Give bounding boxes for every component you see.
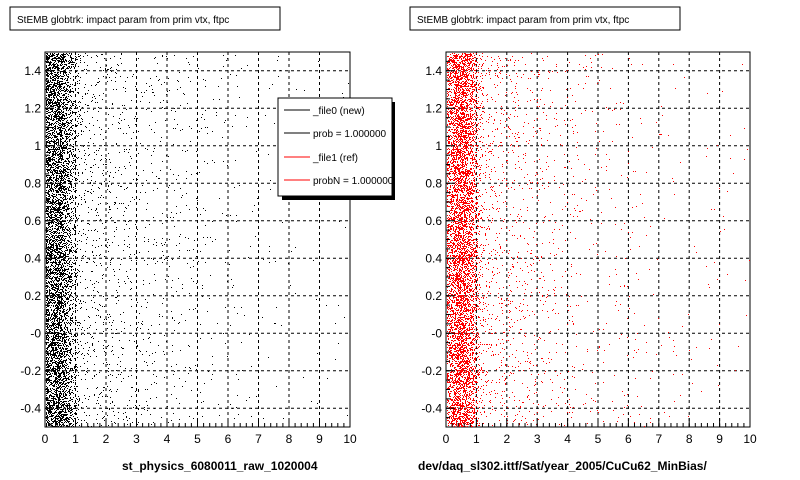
y-tick-label: 1.4 — [425, 64, 442, 78]
y-tick-label: 1 — [34, 139, 41, 153]
x-tick-label: 4 — [164, 432, 171, 446]
y-tick-label: 0.6 — [425, 214, 442, 228]
left-axis-ticks — [44, 51, 351, 428]
left-title: StEMB globtrk: impact param from prim vt… — [17, 15, 229, 26]
x-tick-label: 9 — [716, 432, 723, 446]
left-title-box — [9, 6, 281, 31]
right-grid — [446, 52, 750, 427]
right-x-axis-label: dev/daq_sl302.ittf/Sat/year_2005/CuCu62_… — [418, 459, 707, 473]
y-tick-label: 0.6 — [24, 214, 41, 228]
y-tick-label: 1.2 — [425, 101, 442, 115]
x-tick-label: 0 — [42, 432, 49, 446]
y-tick-label: 0.4 — [425, 251, 442, 265]
x-tick-label: 3 — [534, 432, 541, 446]
x-tick-label: 8 — [286, 432, 293, 446]
x-tick-label: 10 — [343, 432, 357, 446]
right-tick-labels: 0 1 2 3 4 5 6 7 8 9 10 -0.4 -0.2 -0 0.2 0.4 0.6 0.8 1 1.2 1.… — [421, 64, 757, 446]
y-tick-label: 0.4 — [24, 251, 41, 265]
y-tick-label: 0.2 — [24, 289, 41, 303]
x-tick-label: 0 — [443, 432, 450, 446]
x-tick-label: 3 — [133, 432, 140, 446]
y-tick-label: -0.2 — [20, 364, 41, 378]
x-tick-label: 1 — [72, 432, 79, 446]
right-title-box — [409, 6, 681, 31]
x-tick-label: 6 — [225, 432, 232, 446]
y-tick-label: -0.2 — [421, 364, 442, 378]
left-grid — [45, 52, 350, 427]
y-tick-label: 1.4 — [24, 64, 41, 78]
left-x-axis-label: st_physics_6080011_raw_1020004 — [122, 459, 318, 473]
y-tick-label: -0.4 — [421, 401, 442, 415]
left-scatter-plot: StEMB globtrk: impact param from prim vt… — [9, 6, 395, 473]
x-tick-label: 9 — [316, 432, 323, 446]
y-tick-label: -0 — [30, 326, 41, 340]
x-tick-label: 7 — [655, 432, 662, 446]
y-tick-label: 1.2 — [24, 101, 41, 115]
x-tick-label: 6 — [625, 432, 632, 446]
right-title: StEMB globtrk: impact param from prim vt… — [417, 15, 629, 26]
x-tick-label: 10 — [743, 432, 757, 446]
x-tick-label: 8 — [686, 432, 693, 446]
x-tick-label: 1 — [473, 432, 480, 446]
x-tick-label: 7 — [255, 432, 262, 446]
right-axis-ticks — [445, 51, 751, 428]
legend-entry-file1: _file1 (ref) — [312, 153, 358, 164]
y-tick-label: -0.4 — [20, 401, 41, 415]
y-tick-label: 0.8 — [425, 176, 442, 190]
x-tick-label: 2 — [103, 432, 110, 446]
legend-entry-file0: _file0 (new) — [312, 106, 365, 117]
x-tick-label: 2 — [503, 432, 510, 446]
left-tick-labels: 0 1 2 3 4 5 6 7 8 9 10 -0.4 -0.2 -0 0.2 0.4 0.6 0.8 1 1.2 1.… — [20, 64, 357, 446]
x-tick-label: 4 — [564, 432, 571, 446]
legend-entry-prob: prob = 1.000000 — [313, 129, 387, 140]
y-tick-label: 1 — [435, 139, 442, 153]
legend: _file0 (new) prob = 1.000000 _file1 (ref… — [277, 97, 395, 200]
y-tick-label: -0 — [431, 326, 442, 340]
y-tick-label: 0.8 — [24, 176, 41, 190]
right-scatter-plot: StEMB globtrk: impact param from prim vt… — [409, 6, 757, 473]
x-tick-label: 5 — [595, 432, 602, 446]
x-tick-label: 5 — [194, 432, 201, 446]
y-tick-label: 0.2 — [425, 289, 442, 303]
legend-entry-probN: probN = 1.000000 — [313, 176, 394, 187]
